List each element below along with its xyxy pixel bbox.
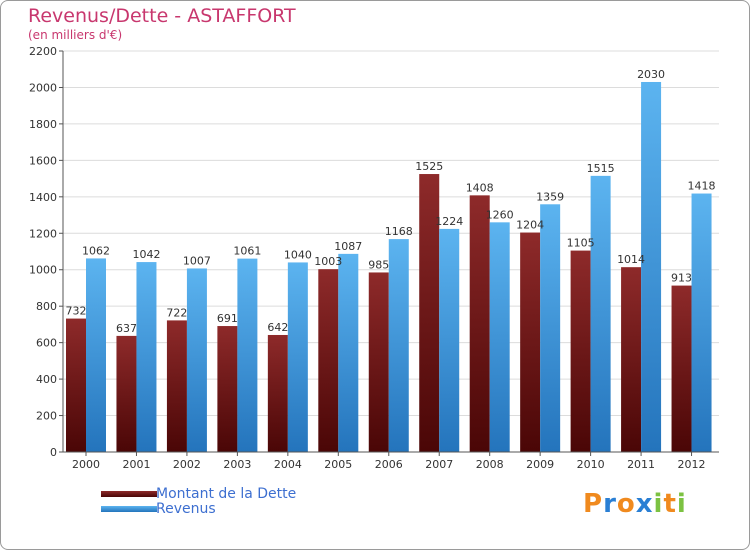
bar-dette (671, 285, 692, 452)
bar-dette (318, 269, 339, 452)
y-tick-label: 1600 (29, 154, 57, 167)
data-label: 1105 (567, 237, 595, 250)
logo-letter: x (635, 489, 654, 519)
x-tick-label: 2006 (375, 458, 403, 471)
y-tick-label: 600 (36, 337, 57, 350)
data-label: 1418 (688, 180, 716, 193)
chart-title: Revenus/Dette - ASTAFFORT (28, 5, 296, 27)
data-label: 1260 (486, 208, 514, 221)
data-label: 1359 (536, 190, 564, 203)
logo-letter: o (616, 489, 636, 519)
y-tick-label: 0 (50, 446, 57, 459)
bar-revenus (489, 222, 510, 452)
bar-dette (166, 320, 187, 452)
bar-dette (570, 250, 591, 452)
bar-dette (217, 326, 238, 452)
logo-letter: r (603, 489, 617, 519)
bar-dette (621, 267, 642, 452)
y-tick-label: 1800 (29, 118, 57, 131)
bar-revenus (86, 258, 106, 452)
chart-subtitle: (en milliers d'€) (28, 28, 123, 42)
x-tick-label: 2002 (173, 458, 201, 471)
x-tick-label: 2005 (324, 458, 352, 471)
data-label: 1007 (183, 254, 211, 267)
x-tick-label: 2009 (526, 458, 554, 471)
data-label: 1003 (314, 255, 342, 268)
logo-letter: P (583, 489, 604, 519)
data-label: 637 (116, 322, 137, 335)
bar-revenus (691, 193, 712, 452)
bar-revenus (641, 81, 662, 453)
y-tick-label: 400 (36, 373, 57, 386)
data-label: 1040 (284, 248, 312, 261)
bars (66, 81, 712, 453)
y-tick-label: 1000 (29, 264, 57, 277)
y-tick-label: 2200 (29, 45, 57, 58)
data-label: 985 (368, 258, 389, 271)
x-tick-label: 2000 (72, 458, 100, 471)
bar-revenus (237, 258, 258, 452)
legend-label-revenus: Revenus (156, 501, 216, 517)
data-label: 722 (166, 306, 187, 319)
legend-swatch-debt (101, 491, 157, 497)
axes: 0 200 400 600 800 1000 1200 1400 1600 1800 2000 220… (29, 45, 719, 471)
bar-dette (469, 195, 490, 453)
x-tick-label: 2010 (577, 458, 605, 471)
y-tick-label: 1400 (29, 191, 57, 204)
x-tick-label: 2007 (425, 458, 453, 471)
x-tick-label: 2004 (274, 458, 302, 471)
bar-revenus (186, 268, 207, 452)
x-tick-label: 2001 (122, 458, 150, 471)
bar-revenus (540, 204, 561, 452)
bar-dette (267, 334, 288, 452)
y-tick-label: 800 (36, 300, 57, 313)
data-label: 732 (66, 305, 87, 318)
x-tick-label: 2008 (476, 458, 504, 471)
data-label: 1408 (466, 181, 494, 194)
legend-swatch-revenus (101, 506, 157, 512)
logo-letter: i (653, 489, 664, 519)
bar-revenus (388, 239, 409, 452)
bar-revenus (136, 262, 157, 452)
data-label: 1087 (334, 240, 362, 253)
y-tick-label: 1200 (29, 227, 57, 240)
logo-letter: t (663, 489, 677, 519)
bar-revenus (338, 253, 359, 452)
x-tick-label: 2012 (678, 458, 706, 471)
data-label: 1062 (82, 244, 110, 257)
bar-revenus (287, 262, 308, 452)
data-label: 691 (217, 312, 238, 325)
data-label: 1224 (435, 215, 463, 228)
data-label: 642 (267, 321, 288, 334)
bar-dette (116, 335, 137, 452)
x-tick-label: 2003 (223, 458, 251, 471)
data-label: 1061 (233, 245, 261, 258)
proxiti-logo: Proxiti (583, 489, 687, 519)
data-label: 2030 (637, 68, 665, 81)
bar-dette (66, 318, 86, 452)
y-tick-label: 2000 (29, 81, 57, 94)
bar-dette (419, 174, 440, 452)
data-label: 1168 (385, 225, 413, 238)
bar-revenus (439, 228, 460, 452)
x-tick-label: 2011 (627, 458, 655, 471)
data-label: 1014 (617, 253, 645, 266)
logo-letter: i (676, 489, 687, 519)
data-label: 1525 (415, 160, 443, 173)
bar-dette (520, 232, 541, 452)
bar-dette (368, 272, 389, 452)
legend-label-debt: Montant de la Dette (156, 486, 297, 502)
data-label: 1204 (516, 219, 544, 232)
data-label: 1042 (132, 248, 160, 261)
y-tick-label: 200 (36, 410, 57, 423)
bar-revenus (590, 175, 611, 452)
data-label: 913 (671, 272, 692, 285)
data-label: 1515 (587, 162, 615, 175)
